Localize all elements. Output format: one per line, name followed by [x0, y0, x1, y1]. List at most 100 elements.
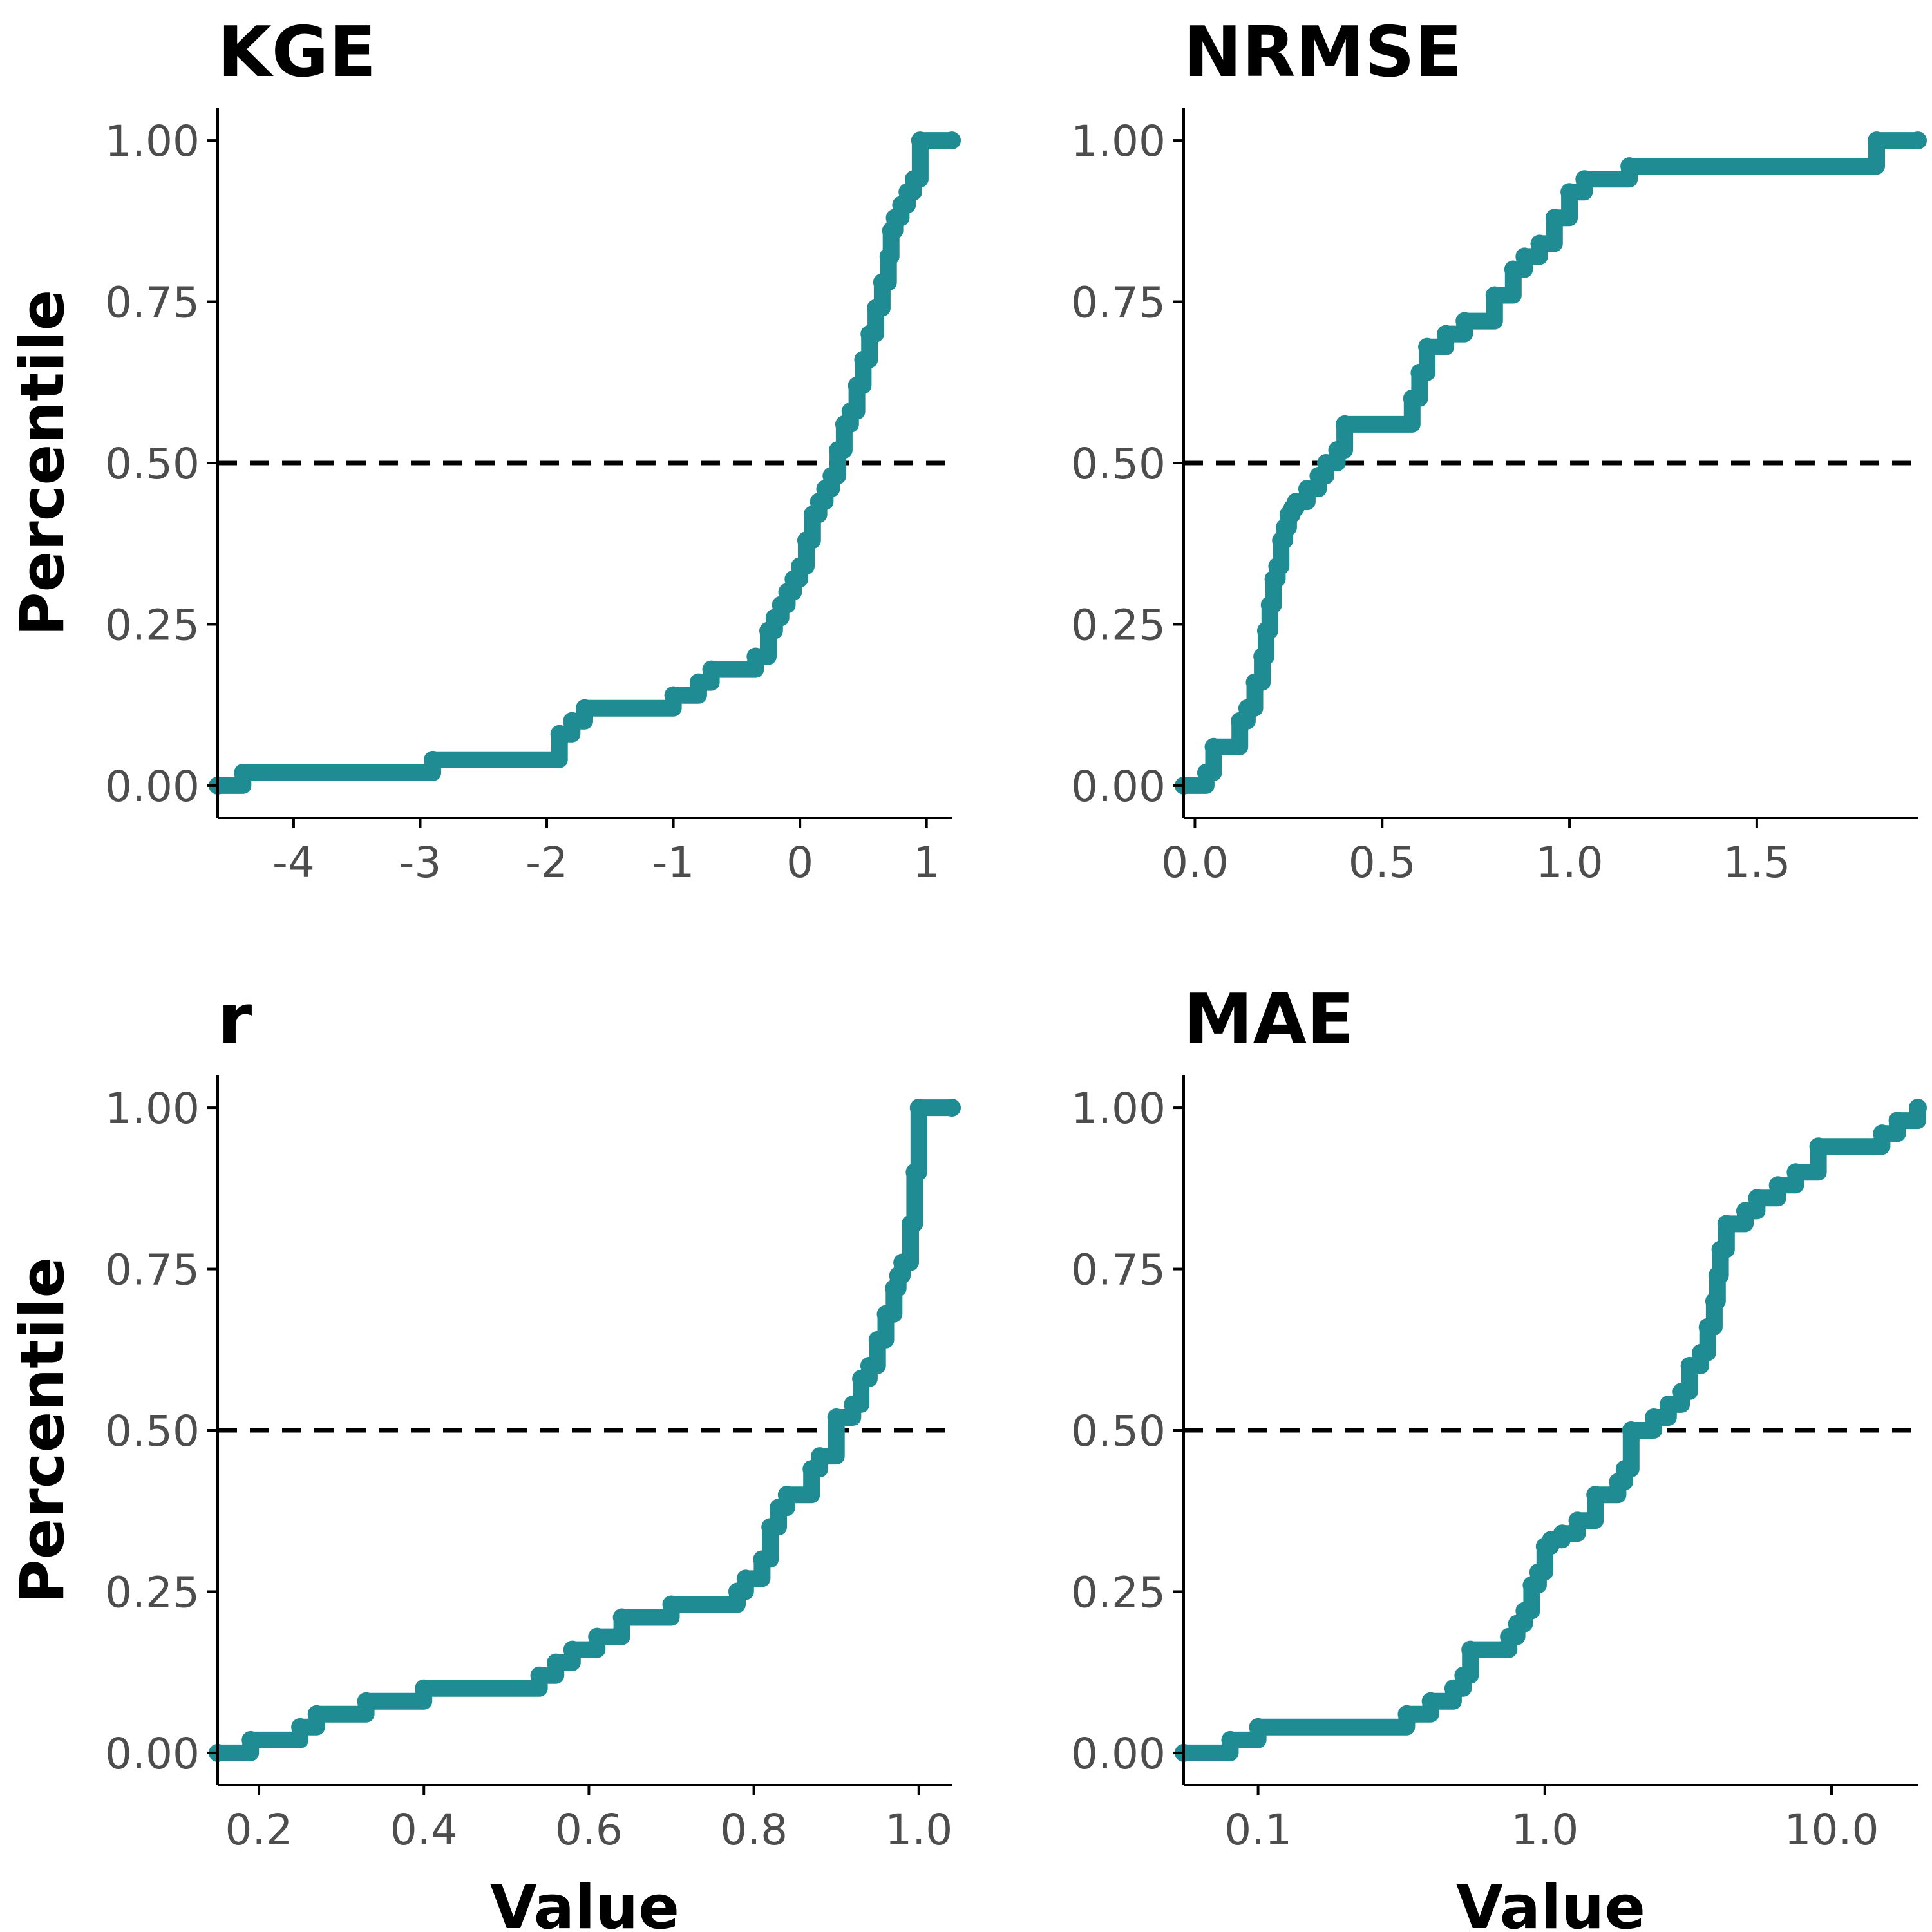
y-tick-label: 0.50 [1071, 439, 1166, 489]
x-tick-label: 1.0 [885, 1805, 952, 1855]
y-tick-label: 0.50 [1071, 1406, 1166, 1456]
step-point [811, 1447, 829, 1466]
y-tick-label: 0.00 [1071, 1729, 1166, 1779]
step-point [1317, 454, 1336, 472]
step-point [852, 1369, 871, 1388]
step-point [1245, 673, 1264, 692]
y-tick-label: 0.50 [105, 1406, 200, 1456]
step-point [1620, 157, 1639, 176]
step-point [1868, 131, 1886, 150]
step-point [746, 647, 765, 666]
step-point [689, 673, 708, 692]
y-tick-label: 0.75 [105, 278, 200, 328]
step-point [1204, 737, 1223, 756]
step-point [1680, 1356, 1699, 1375]
step-point [291, 1718, 310, 1736]
step-point [242, 1730, 260, 1749]
step-point [1586, 1486, 1605, 1504]
step-point [802, 1460, 821, 1479]
y-tick-label: 1.00 [105, 117, 200, 166]
step-point [1615, 1460, 1634, 1479]
step-point [777, 1486, 796, 1504]
y-tick-label: 0.00 [105, 762, 200, 811]
step-point [1444, 1679, 1463, 1698]
y-tick-label: 0.25 [105, 600, 200, 650]
x-tick-label: 0.1 [1224, 1805, 1292, 1855]
x-tick-label: 1 [913, 838, 940, 887]
step-point [1873, 1124, 1891, 1143]
y-tick-label: 1.00 [105, 1084, 200, 1133]
step-point [1221, 1730, 1240, 1749]
step-point [911, 131, 929, 150]
y-axis-title: Percentile [8, 1257, 78, 1604]
step-point [1736, 1202, 1754, 1220]
step-point [860, 1356, 878, 1375]
step-point [1485, 286, 1504, 305]
step-point [1529, 1563, 1548, 1582]
x-axis-title: Value [490, 1873, 679, 1932]
step-point [901, 1215, 920, 1233]
x-tick-label: 0.4 [390, 1805, 458, 1855]
x-tick-label: 0 [786, 838, 813, 887]
step-point [791, 557, 810, 576]
y-tick-label: 0.00 [1071, 762, 1166, 811]
y-tick-label: 0.75 [105, 1245, 200, 1295]
step-point [761, 1518, 780, 1537]
step-point [770, 1499, 788, 1517]
step-point [797, 531, 815, 550]
step-point [905, 170, 923, 189]
panel-title: NRMSE [1184, 12, 1463, 93]
step-point [873, 273, 891, 292]
y-tick-label: 0.25 [105, 1567, 200, 1617]
step-point [1748, 1189, 1766, 1208]
step-point [1421, 1692, 1440, 1710]
x-tick-label: 0.8 [720, 1805, 788, 1855]
chart-panel-3: r 0.00 0.25 0.50 0.75 1.00 0.2 0.4 0.6 0.8 1.0 Perc… [8, 980, 961, 1932]
step-point [854, 350, 873, 369]
step-point [753, 1550, 772, 1569]
step-point [841, 402, 860, 421]
step-point [1418, 337, 1437, 356]
step-point [860, 325, 879, 343]
step-point [612, 1608, 631, 1627]
step-point [1515, 247, 1534, 266]
step-point [1504, 260, 1522, 279]
step-point [1500, 1627, 1519, 1646]
step-point [1253, 647, 1272, 666]
step-point [1575, 170, 1594, 189]
step-point [1410, 363, 1429, 382]
x-tick-label: 0.2 [225, 1805, 293, 1855]
step-point [1560, 183, 1579, 202]
panel-title: KGE [218, 12, 376, 93]
x-tick-label: 1.5 [1723, 838, 1790, 887]
step-point [1909, 131, 1927, 150]
step-point [1622, 1421, 1640, 1439]
x-axis-title: Value [1456, 1873, 1645, 1932]
x-tick-label: -1 [652, 838, 695, 887]
step-point [357, 1692, 375, 1710]
step-point [1530, 234, 1549, 253]
step-point [424, 750, 442, 769]
panel-title: r [218, 980, 252, 1060]
step-point [1786, 1163, 1805, 1182]
panel-title: MAE [1184, 980, 1354, 1060]
step-point [1645, 1408, 1663, 1426]
x-tick-label: 0.5 [1349, 838, 1416, 887]
chart-panel-4: MAE 0.00 0.25 0.50 0.75 1.00 0.1 1.0 10.0 Value [1071, 980, 1927, 1932]
step-point [307, 1705, 326, 1723]
step-point [1455, 312, 1474, 330]
step-point [1672, 1382, 1691, 1401]
step-point [1708, 1266, 1727, 1285]
step-point [1260, 596, 1279, 614]
step-point [848, 376, 866, 395]
y-tick-label: 0.25 [1071, 1567, 1166, 1617]
step-point [905, 1163, 924, 1182]
step-point [547, 1653, 565, 1672]
step-point [1545, 209, 1564, 227]
step-point [1287, 493, 1305, 511]
step-point [1705, 1292, 1723, 1311]
step-point [1461, 1640, 1480, 1659]
step-point [827, 1408, 846, 1426]
step-point [576, 699, 594, 717]
